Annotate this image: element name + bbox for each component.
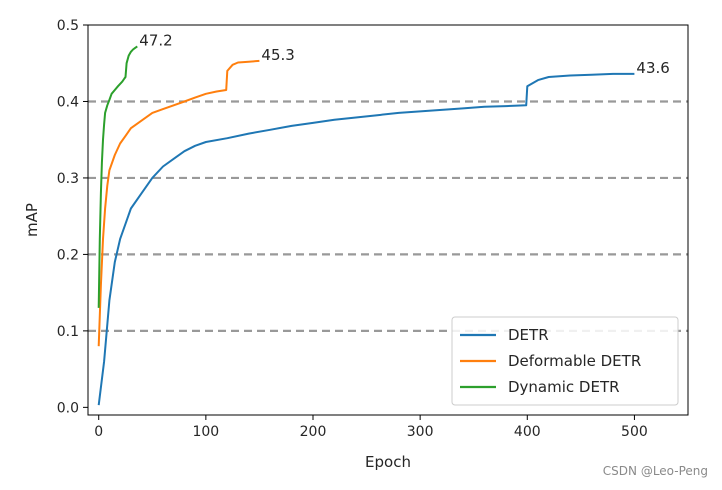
reference-lines [88,100,688,332]
series-lines [97,45,635,406]
series-line-1 [97,59,260,347]
end-value-label-0: 43.6 [636,59,669,77]
y-tick-label: 0.0 [57,400,79,416]
legend: DETR Deformable DETR Dynamic DETR [451,316,679,406]
legend-label-2: Dynamic DETR [508,378,620,396]
x-axis-label: Epoch [365,453,411,471]
x-tick-label: 200 [300,424,327,440]
watermark: CSDN @Leo-Peng [602,464,708,478]
legend-label-1: Deformable DETR [508,352,641,370]
x-tick-label: 500 [621,424,648,440]
end-labels: 43.6 45.3 47.2 [139,31,670,77]
x-tick-label: 0 [94,424,103,440]
x-axis-ticks: 0 100 200 300 400 500 [94,415,648,440]
series-line-0 [97,72,635,406]
end-value-label-2: 47.2 [139,31,172,49]
y-tick-label: 0.5 [57,18,79,34]
x-tick-label: 300 [407,424,434,440]
y-tick-label: 0.3 [57,171,79,187]
series-line-2 [97,45,138,308]
x-tick-label: 400 [514,424,541,440]
y-axis-ticks: 0.0 0.1 0.2 0.3 0.4 0.5 [57,18,88,416]
plot-frame [87,24,689,416]
legend-label-0: DETR [508,326,549,344]
y-tick-label: 0.2 [57,247,79,263]
y-tick-label: 0.4 [57,94,79,110]
y-axis-label: mAP [23,203,41,237]
x-tick-label: 100 [192,424,219,440]
y-tick-label: 0.1 [57,324,79,340]
legend-box [451,316,679,406]
end-value-label-1: 45.3 [261,46,294,64]
